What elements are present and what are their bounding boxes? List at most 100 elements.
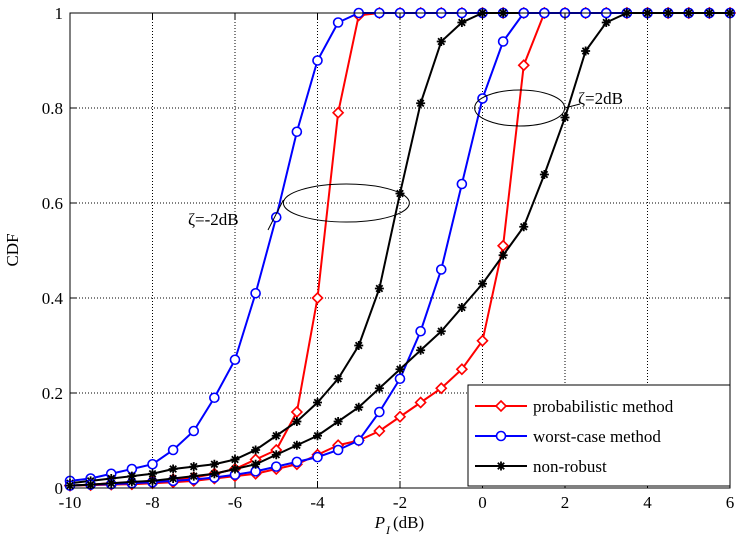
star-marker — [478, 279, 487, 289]
star-marker — [374, 284, 384, 293]
x-axis-label-subscript: I — [385, 523, 391, 537]
y-axis-label: CDF — [3, 233, 22, 266]
legend-label: probabilistic method — [533, 397, 674, 416]
diamond-marker — [517, 59, 530, 72]
star-marker — [127, 471, 137, 481]
diamond-marker — [311, 291, 324, 305]
star-marker — [457, 18, 467, 27]
star-marker — [519, 222, 529, 232]
circle-marker — [270, 211, 282, 223]
x-tick-label: -10 — [59, 493, 82, 512]
star-marker — [436, 326, 446, 336]
star-marker — [354, 341, 364, 350]
star-marker — [560, 113, 570, 122]
star-marker — [292, 440, 302, 450]
diamond-marker — [455, 363, 469, 376]
legend: probabilistic method worst-case method non… — [467, 384, 731, 487]
diamond-marker — [331, 106, 345, 119]
star-marker — [189, 462, 199, 472]
circle-marker — [167, 444, 179, 456]
star-marker — [539, 170, 549, 179]
star-marker — [271, 431, 281, 441]
circle-marker — [147, 458, 158, 470]
circle-marker — [394, 373, 406, 385]
star-marker — [230, 455, 240, 464]
annotation-ellipse — [282, 183, 410, 223]
annotation-label: ζ=-2dB — [188, 210, 239, 229]
circle-marker — [291, 126, 303, 138]
x-axis-label-main: P — [374, 513, 385, 532]
star-marker — [457, 303, 467, 312]
diamond-marker — [435, 382, 448, 395]
star-marker — [209, 469, 219, 479]
star-marker — [395, 364, 405, 374]
circle-marker — [415, 325, 426, 337]
circle-marker — [435, 264, 447, 275]
circle-marker — [270, 461, 282, 472]
star-marker — [313, 398, 322, 407]
y-tick-label: 0.2 — [42, 384, 63, 403]
annotation-label: ζ=2dB — [578, 89, 623, 108]
star-marker — [333, 374, 343, 384]
x-tick-label: -6 — [228, 493, 242, 512]
x-tick-label: 6 — [726, 493, 735, 512]
star-marker — [148, 476, 157, 486]
diamond-marker — [494, 399, 508, 413]
legend-label: worst-case method — [533, 427, 661, 446]
x-tick-label: -8 — [145, 493, 159, 512]
annotation-leader-line — [267, 199, 284, 231]
star-marker — [230, 464, 240, 474]
circle-marker — [477, 93, 488, 104]
x-tick-label: 4 — [643, 493, 652, 512]
y-tick-label: 0 — [55, 479, 64, 498]
circle-marker — [332, 17, 344, 28]
star-marker — [436, 37, 446, 46]
x-tick-label: -4 — [310, 493, 325, 512]
x-tick-label: 0 — [478, 493, 487, 512]
star-marker — [292, 417, 302, 426]
star-marker — [416, 345, 426, 355]
axis-ticks: -10 -8 -6 -4 -2 0 2 4 6 0 0.2 0.4 0.6 0.8 1 — [42, 4, 735, 512]
star-marker — [209, 459, 219, 469]
diamond-marker — [373, 424, 386, 438]
annotation-leader-line — [564, 103, 581, 109]
star-marker — [333, 417, 343, 426]
star-marker — [498, 250, 508, 260]
star-marker — [106, 474, 116, 483]
diamond-marker — [476, 334, 489, 347]
circle-marker — [353, 435, 365, 446]
circle-marker — [456, 178, 468, 190]
y-tick-label: 0.4 — [42, 289, 64, 308]
x-tick-label: -2 — [393, 493, 407, 512]
y-tick-label: 0.8 — [42, 99, 63, 118]
circle-marker — [312, 55, 323, 66]
circle-marker — [291, 456, 303, 468]
star-marker — [581, 46, 591, 56]
star-marker — [271, 450, 281, 460]
star-marker — [127, 477, 137, 487]
star-marker — [601, 18, 611, 27]
x-tick-label: 2 — [561, 493, 570, 512]
star-marker — [86, 480, 96, 490]
circle-marker — [497, 36, 509, 47]
star-marker — [354, 402, 364, 412]
circle-marker — [332, 444, 344, 456]
x-axis-label-unit: (dB) — [393, 513, 424, 532]
star-marker — [416, 98, 426, 108]
circle-marker — [209, 392, 220, 404]
circle-marker — [495, 430, 507, 442]
circle-marker — [229, 354, 241, 366]
annotation-layer: ζ=-2dB ζ=2dB — [188, 89, 623, 231]
star-marker — [168, 464, 178, 474]
star-marker — [313, 431, 322, 441]
y-tick-label: 0.6 — [42, 194, 63, 213]
star-marker — [189, 471, 199, 481]
star-marker — [106, 478, 116, 488]
circle-marker — [312, 451, 323, 463]
y-tick-label: 1 — [55, 4, 64, 23]
circle-marker — [188, 425, 200, 437]
star-marker — [395, 189, 405, 198]
star-marker — [148, 469, 157, 479]
circle-marker — [374, 406, 385, 418]
